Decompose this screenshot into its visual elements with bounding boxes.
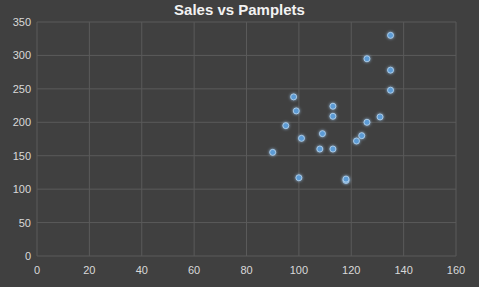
point xyxy=(330,113,336,119)
point xyxy=(319,131,325,137)
x-tick-label: 100 xyxy=(290,264,308,276)
point xyxy=(388,87,394,93)
chart: 0 50 100 150 200 250 300 350 0 20 40 60 80 100 120 140 1… xyxy=(0,0,479,287)
x-grid-line xyxy=(351,22,352,256)
point xyxy=(283,123,289,129)
x-grid-line xyxy=(194,22,195,256)
point xyxy=(317,146,323,152)
point xyxy=(330,103,336,109)
point xyxy=(388,67,394,73)
point xyxy=(377,114,383,120)
point xyxy=(359,133,365,139)
x-tick-label: 120 xyxy=(342,264,360,276)
y-tick-label: 250 xyxy=(13,83,31,95)
point xyxy=(330,146,336,152)
background xyxy=(0,0,479,287)
point xyxy=(364,56,370,62)
x-tick-label: 160 xyxy=(447,264,465,276)
point xyxy=(296,175,302,181)
point xyxy=(388,32,394,38)
x-tick-label: 140 xyxy=(394,264,412,276)
point xyxy=(291,94,297,100)
x-grid-line xyxy=(456,22,457,256)
x-grid-line xyxy=(141,22,142,256)
x-tick-label: 0 xyxy=(34,264,40,276)
tick-labels: 0 50 100 150 200 250 300 350 0 20 40 60 80 100 120 140 1… xyxy=(13,16,466,276)
y-tick-label: 100 xyxy=(13,183,31,195)
x-grid-line xyxy=(37,22,38,256)
x-grid-line xyxy=(89,22,90,256)
point xyxy=(343,176,349,182)
point xyxy=(293,108,299,114)
y-tick-label: 300 xyxy=(13,49,31,61)
point xyxy=(353,138,359,144)
y-tick-label: 200 xyxy=(13,116,31,128)
y-tick-label: 350 xyxy=(13,16,31,28)
x-tick-label: 60 xyxy=(188,264,200,276)
point xyxy=(298,135,304,141)
x-tick-label: 40 xyxy=(136,264,148,276)
x-tick-label: 80 xyxy=(240,264,252,276)
x-grid-line xyxy=(403,22,404,256)
title: Sales vs Pamplets xyxy=(174,1,305,18)
y-tick-label: 50 xyxy=(19,217,31,229)
point xyxy=(270,149,276,155)
y-tick-label: 150 xyxy=(13,150,31,162)
y-tick-label: 0 xyxy=(25,250,31,262)
x-tick-label: 20 xyxy=(83,264,95,276)
grid xyxy=(37,22,456,256)
points xyxy=(270,32,394,183)
x-grid-line xyxy=(246,22,247,256)
point xyxy=(364,119,370,125)
